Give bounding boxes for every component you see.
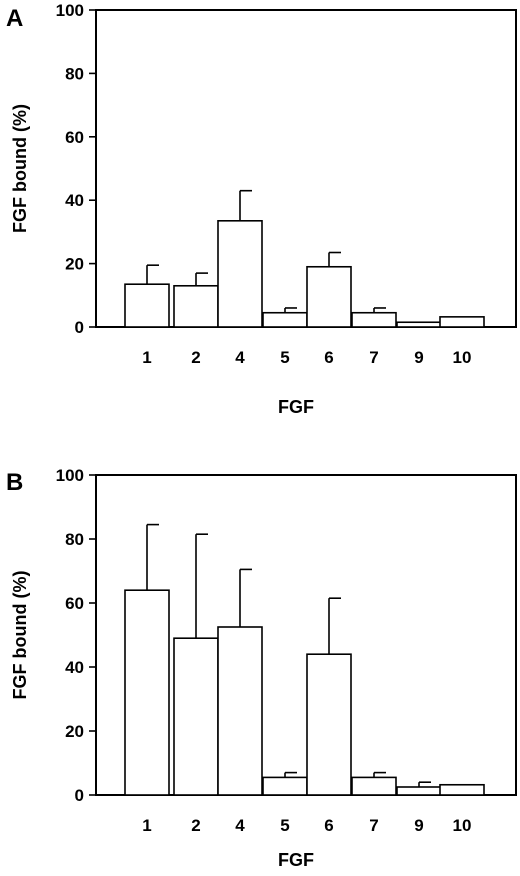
y-tick-label: 60 [65,594,84,613]
bar [306,265,352,328]
x-tick-label: 4 [235,348,245,367]
x-tick-label: 6 [324,348,333,367]
x-tick-label: 6 [324,816,333,835]
panel-label: A [6,5,23,32]
y-tick-label: 0 [75,786,84,805]
bar [262,776,308,796]
bar [217,626,263,796]
x-axis-title: FGF [278,850,314,870]
y-tick-label: 60 [65,128,84,147]
bar [217,220,263,328]
y-tick-label: 100 [56,1,84,20]
x-tick-label: 2 [191,816,200,835]
y-tick-label: 40 [65,191,84,210]
bar [173,284,219,328]
bar [173,637,219,796]
x-tick-label: 7 [369,816,378,835]
x-tick-label: 7 [369,348,378,367]
x-axis-title: FGF [278,397,314,417]
x-tick-label: 10 [453,348,472,367]
y-tick-label: 20 [65,255,84,274]
bar [124,283,170,328]
bar [439,783,485,796]
x-tick-label: 9 [414,348,423,367]
x-tick-label: 5 [280,816,289,835]
y-tick-label: 40 [65,658,84,677]
y-tick-label: 100 [56,466,84,485]
x-tick-label: 10 [453,816,472,835]
bar [396,321,442,328]
chart-panel-a: A 0 20 40 60 80 100 1 2 4 5 6 7 9 10 FGF FGF bound (%) [6,1,517,417]
plot-frame [95,9,517,328]
bar [439,316,485,328]
panel-label: B [6,469,23,496]
x-tick-label: 5 [280,348,289,367]
x-tick-label: 4 [235,816,245,835]
x-tick-label: 1 [142,348,151,367]
x-tick-label: 9 [414,816,423,835]
y-tick-label: 80 [65,64,84,83]
y-tick-label: 20 [65,722,84,741]
bar [351,776,397,796]
x-tick-label: 2 [191,348,200,367]
bar [306,653,352,796]
y-axis-title: FGF bound (%) [10,104,30,233]
x-tick-label: 1 [142,816,151,835]
y-tick-label: 80 [65,530,84,549]
y-tick-label: 0 [75,318,84,337]
bar [396,786,442,796]
chart-panel-b: B 0 20 40 60 80 100 1 2 4 5 6 7 9 10 FGF FGF bound (%) [6,466,517,870]
bar [124,589,170,796]
bar [351,311,397,328]
bar [262,311,308,328]
y-axis-title: FGF bound (%) [10,571,30,700]
